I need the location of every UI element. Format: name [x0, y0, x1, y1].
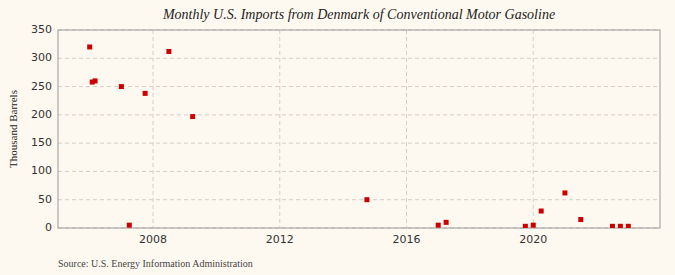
y-grid-line — [58, 143, 660, 144]
x-grid-line — [533, 30, 534, 228]
point — [618, 224, 623, 228]
point — [626, 224, 631, 228]
plot-frame — [58, 30, 660, 228]
y-tick-label: 250 — [31, 80, 52, 93]
title: Monthly U.S. Imports from Denmark of Con… — [162, 7, 555, 22]
point — [87, 44, 92, 49]
y-grid-line — [58, 199, 660, 200]
y-tick-label: 350 — [31, 23, 52, 36]
point — [531, 223, 536, 228]
point — [119, 84, 124, 89]
point — [539, 209, 544, 214]
point — [562, 190, 567, 195]
x-tick-label: 2008 — [139, 233, 167, 246]
source: Source: U.S. Energy Information Administ… — [58, 258, 253, 269]
y-grid-line — [58, 114, 660, 115]
x-tick-label: 2020 — [519, 233, 547, 246]
x-tick-label: 2016 — [393, 233, 421, 246]
y-grid-line — [58, 171, 660, 172]
point — [190, 114, 195, 119]
point — [127, 223, 132, 228]
y-tick-label: 100 — [31, 164, 52, 177]
y-tick-label: 50 — [38, 193, 52, 206]
point — [364, 197, 369, 202]
x-grid-line — [406, 30, 407, 228]
y-grid-line — [58, 86, 660, 87]
point — [166, 49, 171, 54]
x-grid-line — [153, 30, 154, 228]
background — [0, 0, 675, 275]
y-axis-label: Thousand Barrels — [7, 90, 19, 168]
y-grid-line — [58, 58, 660, 59]
point — [523, 224, 528, 228]
y-tick-label: 200 — [31, 108, 52, 121]
point — [143, 91, 148, 96]
points — [87, 44, 631, 228]
x-tick-label: 2012 — [266, 233, 294, 246]
y-tick-label: 300 — [31, 51, 52, 64]
x-grid-line — [279, 30, 280, 228]
y-tick-label: 150 — [31, 136, 52, 149]
point — [578, 217, 583, 222]
y-tick-label: 0 — [45, 221, 52, 234]
chart: 0 50 100 150 200 250 300 350 2008 2012 2016 2020 Mon… — [0, 0, 675, 275]
point — [436, 223, 441, 228]
point — [444, 220, 449, 225]
point — [93, 78, 98, 83]
point — [610, 224, 615, 228]
